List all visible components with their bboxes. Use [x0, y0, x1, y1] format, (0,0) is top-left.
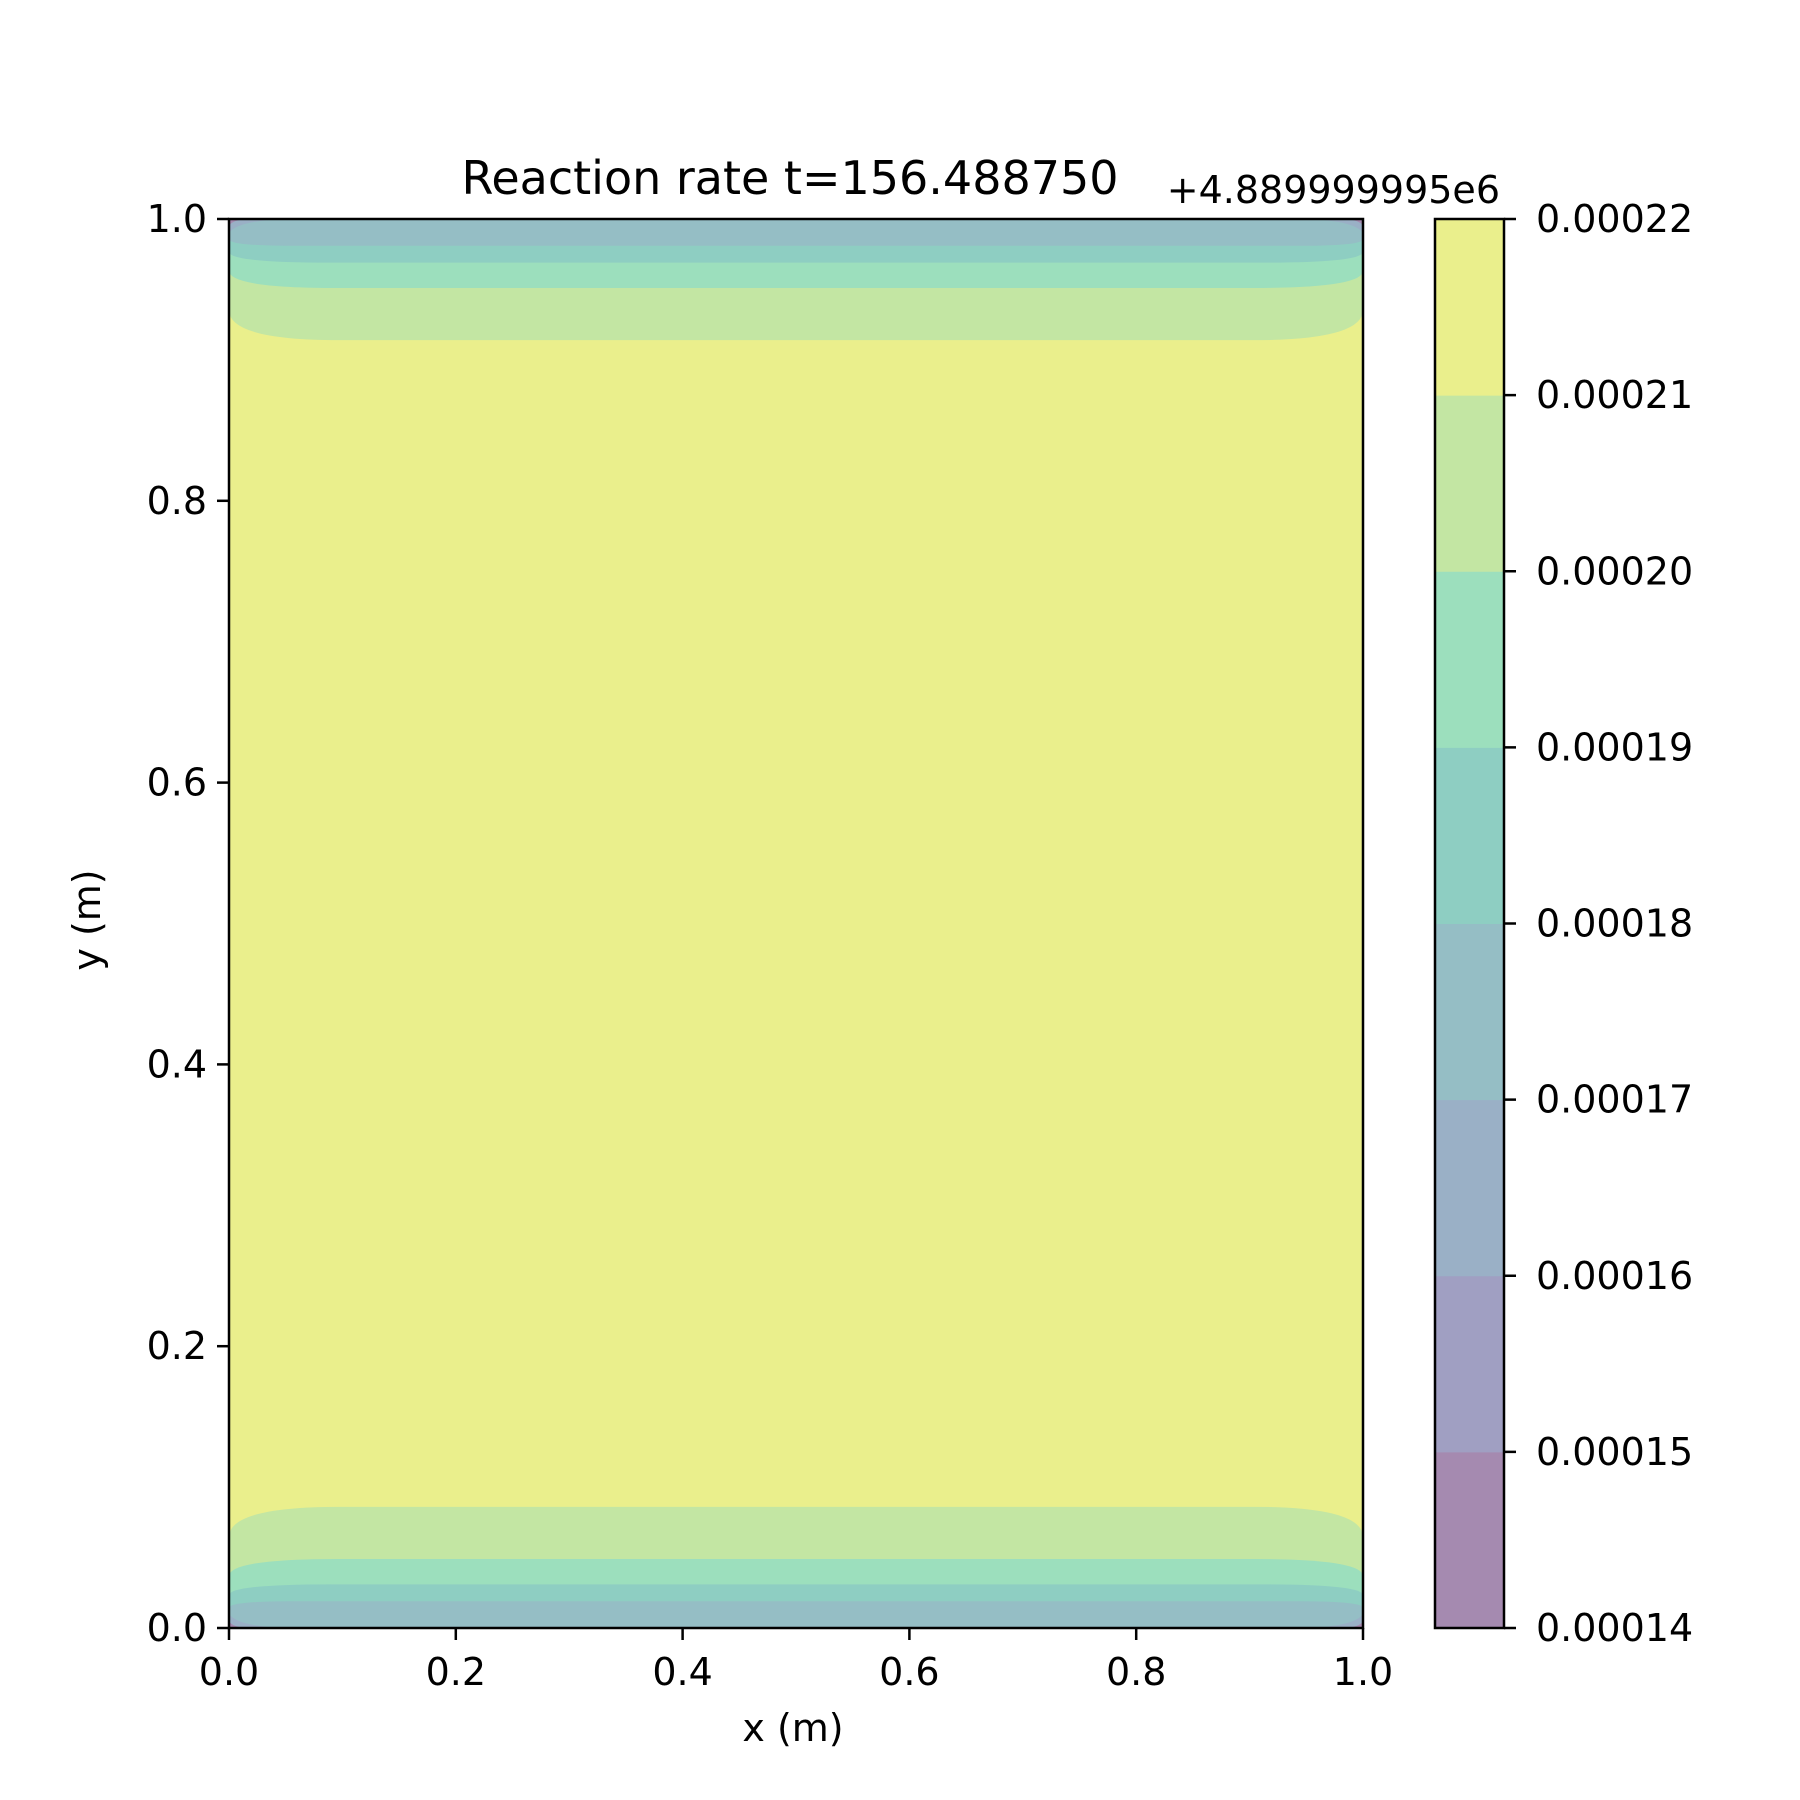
y-tick-label-0: 0.0	[147, 1606, 207, 1650]
colorbar-tick-label-0: 0.00014	[1536, 1606, 1693, 1650]
colorbar-tick-label-2: 0.00016	[1536, 1254, 1693, 1298]
x-axis: 0.0 0.2 0.4 0.6 0.8 1.0	[199, 1628, 1393, 1694]
colorbar-tick-label-1: 0.00015	[1536, 1430, 1693, 1474]
contour-corner-0	[229, 219, 284, 233]
colorbar-level-2	[1435, 1099, 1504, 1277]
colorbar-level-7	[1435, 219, 1504, 396]
x-tick-label-2: 0.4	[652, 1650, 712, 1694]
x-tick-label-3: 0.6	[879, 1650, 939, 1694]
contour-band-top-3	[229, 219, 1363, 246]
colorbar-tick-label-7: 0.00021	[1536, 373, 1693, 417]
colorbar-level-4	[1435, 747, 1504, 924]
y-tick-label-3: 0.6	[147, 761, 207, 805]
contour-corner-2	[229, 1614, 284, 1628]
offset-label: +4.889999995e6	[1167, 168, 1500, 212]
colorbar: 0.00014 0.00015 0.00016 0.00017 0.00018 0.000…	[1433, 197, 1693, 1650]
chart-title: Reaction rate t=156.488750	[461, 151, 1118, 205]
contour-corner-3	[1308, 1614, 1363, 1628]
contour-corner-inner-1	[1345, 219, 1363, 226]
plot-area	[227, 217, 1365, 1630]
colorbar-level-5	[1435, 571, 1504, 748]
x-tick-label-4: 0.8	[1106, 1650, 1166, 1694]
x-tick-label-0: 0.0	[199, 1650, 259, 1694]
y-tick-label-4: 0.8	[147, 479, 207, 523]
colorbar-tick-label-8: 0.00022	[1536, 197, 1693, 241]
colorbar-tick-label-4: 0.00018	[1536, 902, 1693, 946]
colorbar-tick-label-6: 0.00020	[1536, 549, 1693, 593]
x-tick-label-5: 1.0	[1333, 1650, 1393, 1694]
colorbar-tick-label-3: 0.00017	[1536, 1078, 1693, 1122]
contour-corner-1	[1308, 219, 1363, 233]
contour-band-bottom-3	[229, 1601, 1363, 1628]
colorbar-tick-label-5: 0.00019	[1536, 725, 1693, 769]
plot-frame	[227, 217, 1365, 1630]
y-axis-label: y (m)	[65, 869, 109, 970]
contour-corner-inner-0	[229, 219, 247, 226]
colorbar-level-0	[1435, 1451, 1504, 1629]
y-tick-label-2: 0.4	[147, 1042, 207, 1086]
y-axis: 0.0 0.2 0.4 0.6 0.8 1.0	[147, 197, 229, 1650]
colorbar-level-6	[1435, 395, 1504, 572]
contour-corner-inner-2	[229, 1621, 247, 1628]
colorbar-level-3	[1435, 923, 1504, 1101]
contour-corner-inner-3	[1345, 1621, 1363, 1628]
x-axis-label: x (m)	[742, 1706, 843, 1750]
colorbar-level-1	[1435, 1275, 1504, 1453]
y-tick-label-1: 0.2	[147, 1324, 207, 1368]
contour-fill-interior	[229, 219, 1363, 1628]
x-tick-label-1: 0.2	[426, 1650, 486, 1694]
y-tick-label-5: 1.0	[147, 197, 207, 241]
